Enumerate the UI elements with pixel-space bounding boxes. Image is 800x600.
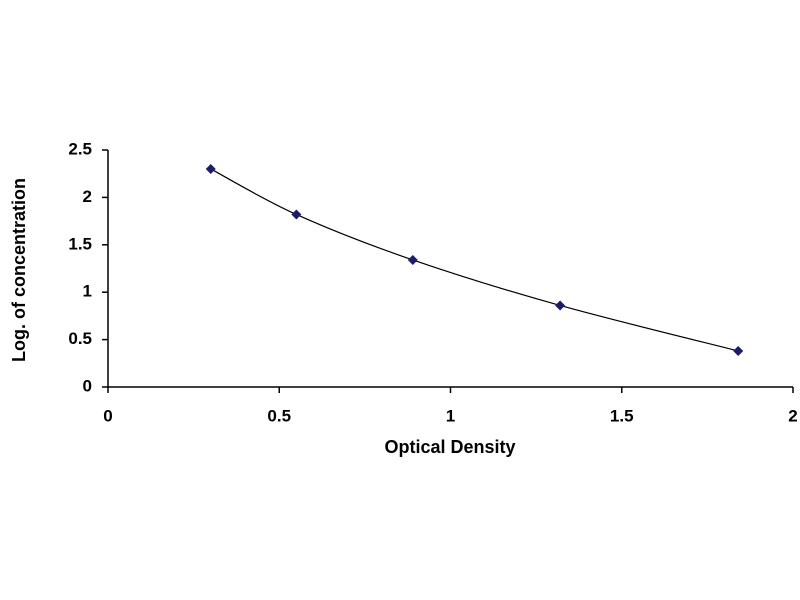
data-point <box>407 254 418 265</box>
y-tick-label: 0.5 <box>68 329 92 348</box>
data-point <box>733 345 744 356</box>
y-tick-label: 1.5 <box>68 234 92 253</box>
x-axis-title: Optical Density <box>384 437 515 457</box>
data-point <box>205 163 216 174</box>
y-tick-label: 0 <box>83 376 92 395</box>
y-axis-title: Log. of concentration <box>9 178 29 362</box>
x-tick-label: 2 <box>788 406 797 425</box>
fit-curve <box>210 168 739 352</box>
y-tick-label: 2.5 <box>68 139 92 158</box>
y-tick-label: 2 <box>83 187 92 206</box>
y-tick-label: 1 <box>83 282 92 301</box>
x-tick-label: 0 <box>103 406 112 425</box>
x-tick-label: 1 <box>446 406 455 425</box>
data-point <box>555 300 566 311</box>
data-point <box>291 209 302 220</box>
x-tick-label: 1.5 <box>610 406 634 425</box>
x-tick-label: 0.5 <box>267 406 291 425</box>
